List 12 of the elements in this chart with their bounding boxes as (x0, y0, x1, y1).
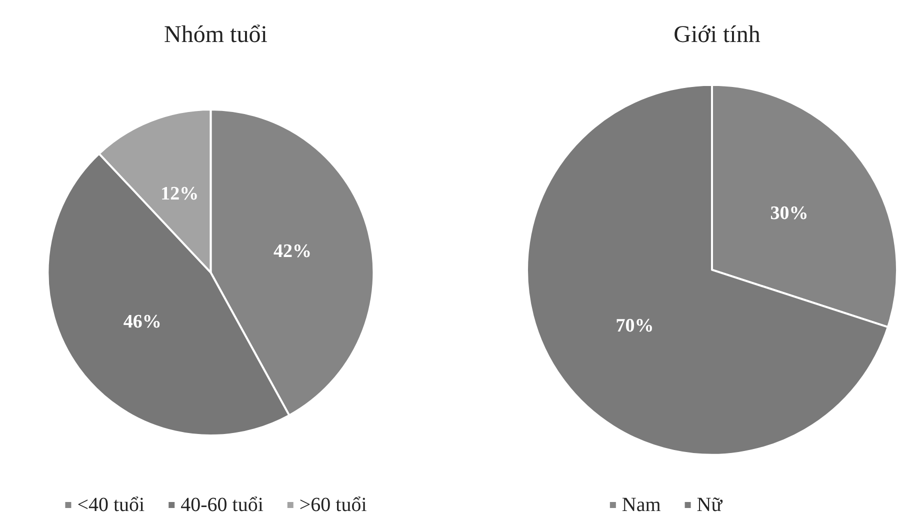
legend-label: 40-60 tuổi (180, 494, 264, 516)
legend-label: >60 tuổi (299, 494, 368, 516)
data-label: 70% (616, 315, 654, 336)
chart-title: Nhóm tuổi (164, 22, 268, 48)
data-label: 46% (123, 312, 162, 333)
chart-title: Giới tính (674, 22, 760, 48)
data-label: 30% (770, 203, 808, 224)
legend-label: Nam (622, 494, 662, 516)
legend-label: Nữ (696, 494, 724, 516)
data-label: 12% (160, 183, 199, 204)
data-label: 42% (274, 240, 312, 262)
legend-label: <40 tuổi (77, 494, 146, 516)
